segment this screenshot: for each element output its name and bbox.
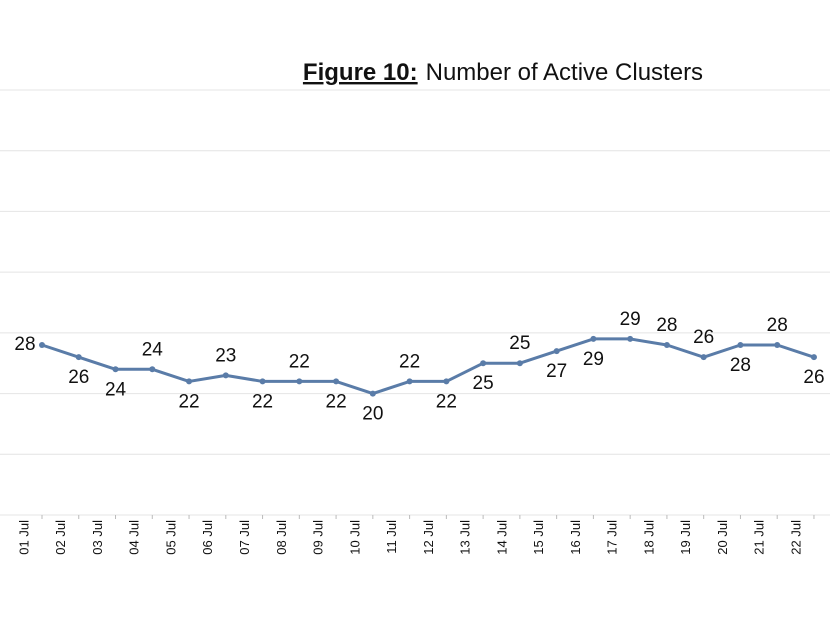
data-point: [112, 366, 119, 373]
x-tick-label: 18 Jul: [641, 520, 656, 555]
data-label: 20: [362, 404, 383, 425]
x-tick-label: 10 Jul: [347, 520, 362, 555]
data-point: [590, 335, 597, 342]
data-label: 22: [289, 351, 310, 372]
data-point: [810, 354, 817, 361]
x-tick-label: 13 Jul: [458, 520, 473, 555]
data-point: [516, 360, 523, 367]
data-label: 22: [436, 391, 457, 412]
data-label: 29: [583, 349, 604, 370]
x-tick-label: 17 Jul: [605, 520, 620, 555]
data-point: [480, 360, 487, 367]
data-label: 28: [730, 355, 751, 376]
data-point: [149, 366, 156, 373]
data-label: 22: [178, 391, 199, 412]
x-tick-label: 02 Jul: [53, 520, 68, 555]
data-label: 28: [14, 334, 35, 355]
x-tick-label: 08 Jul: [274, 520, 289, 555]
data-label: 26: [693, 327, 714, 348]
data-point: [737, 342, 744, 348]
x-tick-label: 09 Jul: [311, 520, 326, 555]
data-point: [296, 378, 303, 385]
data-point: [186, 378, 193, 385]
x-tick-label: 05 Jul: [163, 520, 178, 555]
data-label: 25: [509, 333, 530, 354]
x-tick-label: 06 Jul: [200, 520, 215, 555]
x-tick-label: 14 Jul: [494, 520, 509, 555]
title-prefix: Figure 10:: [303, 59, 418, 86]
x-tick-label: 16 Jul: [568, 520, 583, 555]
data-point: [333, 378, 340, 385]
data-point: [553, 348, 560, 355]
data-label: 28: [767, 315, 788, 336]
x-tick-label: 07 Jul: [237, 520, 252, 555]
data-label: 22: [399, 351, 420, 372]
data-point: [259, 378, 266, 385]
data-point: [39, 342, 45, 348]
data-point: [222, 372, 229, 379]
data-label: 28: [656, 315, 677, 336]
x-tick-label: 19 Jul: [678, 520, 693, 555]
data-label: 24: [105, 379, 127, 400]
data-label: 26: [803, 367, 824, 388]
data-point: [443, 378, 450, 385]
data-point: [406, 378, 413, 385]
x-tick-label: 15 Jul: [531, 520, 546, 555]
data-label: 25: [473, 373, 494, 394]
data-label: 26: [68, 367, 89, 388]
data-point: [627, 335, 634, 342]
data-label: 24: [142, 339, 164, 360]
x-tick-label: 11 Jul: [384, 520, 399, 554]
data-label: 27: [546, 361, 567, 382]
data-point: [663, 342, 670, 348]
data-line: [41, 337, 815, 396]
data-point: [700, 354, 707, 361]
data-point: [774, 342, 781, 348]
x-tick-label: 20 Jul: [715, 520, 730, 555]
x-tick-label: 12 Jul: [421, 520, 436, 555]
data-point: [369, 390, 376, 397]
x-tick-label: 03 Jul: [90, 520, 105, 555]
data-point: [75, 354, 82, 361]
x-tick-label: 01 Jul: [16, 520, 31, 555]
data-label: 22: [326, 391, 347, 412]
title-text: Number of Active Clusters: [426, 59, 703, 86]
x-tick-label: 21 Jul: [752, 520, 767, 555]
data-label: 22: [252, 391, 273, 412]
x-tick-label: 04 Jul: [127, 520, 142, 555]
data-label: 29: [620, 309, 641, 330]
chart-title: Figure 10: Number of Active Clusters: [303, 59, 703, 86]
x-tick-label: 22 Jul: [788, 520, 803, 555]
data-label: 23: [215, 345, 236, 366]
